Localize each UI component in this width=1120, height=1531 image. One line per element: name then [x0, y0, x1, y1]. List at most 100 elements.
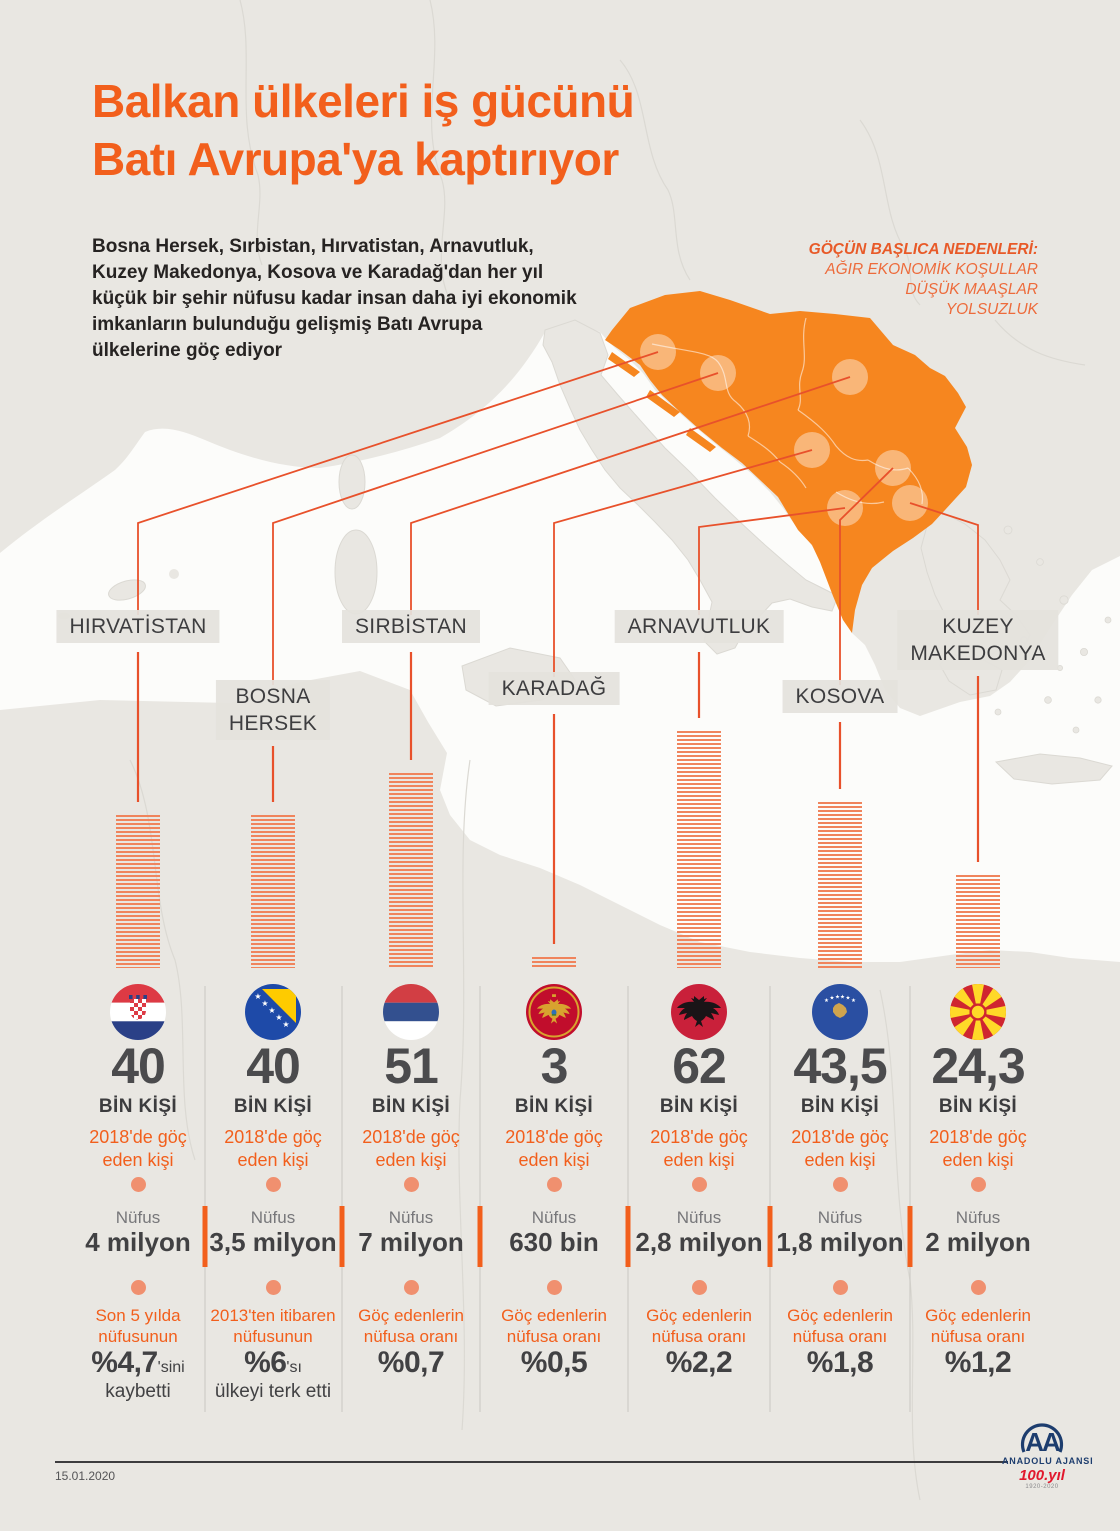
stat-value: %0,7: [377, 1346, 445, 1379]
separator-dot: [832, 1280, 848, 1295]
migrants-unit: BİN KİŞİ: [659, 1096, 739, 1117]
land-island-small-1: [169, 569, 179, 579]
migration-reasons: GÖÇÜN BAŞLICA NEDENLERİ: AĞIR EKONOMİK K…: [809, 240, 1038, 320]
map-label: KOSOVA: [782, 680, 898, 713]
stat-lead: Göç edenlerin nüfusa oranı: [646, 1306, 752, 1346]
svg-text:★: ★: [846, 996, 851, 1002]
stat-lead: Göç edenlerin nüfusa oranı: [358, 1306, 464, 1346]
map-label: HIRVATİSTAN: [56, 610, 220, 643]
migrants-unit: BİN KİŞİ: [98, 1096, 178, 1117]
stat-value: %4,7'sini: [91, 1346, 185, 1379]
svg-text:★: ★: [268, 1006, 275, 1015]
separator-dot: [691, 1177, 707, 1192]
flag-albania: [671, 984, 727, 1040]
stat-value: %1,2: [944, 1346, 1012, 1379]
country-column: 3 BİN KİŞİ 2018'de göç eden kişi Nüfus 6…: [486, 984, 622, 1420]
population-value: 630 bin: [509, 1227, 599, 1257]
separator-dot: [403, 1280, 419, 1295]
migrants-count: 40: [246, 1038, 301, 1094]
svg-text:★: ★: [851, 998, 856, 1004]
migrants-unit: BİN KİŞİ: [938, 1096, 1018, 1117]
land-corsica: [338, 454, 366, 510]
stat-lead: Göç edenlerin nüfusa oranı: [787, 1306, 893, 1346]
callout-line: [553, 449, 813, 677]
map-label: SIRBİSTAN: [342, 610, 480, 643]
migration-bar: [532, 957, 576, 968]
migration-bar: [677, 731, 721, 968]
separator-dot: [970, 1280, 986, 1295]
migrants-count: 24,3: [931, 1038, 1025, 1094]
migrants-caption: 2018'de göç eden kişi: [791, 1127, 889, 1170]
country-column: ★ ★ ★ ★ ★ 40 BİN KİŞİ 2018'de göç eden kişi …: [205, 984, 341, 1420]
flag-croatia: [110, 984, 166, 1040]
land-mallorca: [108, 579, 146, 601]
migrants-caption: 2018'de göç eden kişi: [650, 1127, 748, 1170]
stat-lead: Göç edenlerin nüfusa oranı: [501, 1306, 607, 1346]
separator-dot: [130, 1177, 146, 1192]
intro-text: Bosna Hersek, Sırbistan, Hırvatistan, Ar…: [92, 236, 577, 361]
reason-item: AĞIR EKONOMİK KOŞULLAR: [825, 261, 1038, 278]
flag-bosnia: ★ ★ ★ ★ ★: [245, 984, 301, 1040]
callout-line: [839, 467, 894, 685]
separator-dot: [970, 1177, 986, 1192]
stat-suffix: 'sı: [286, 1359, 302, 1376]
country-column: 51 BİN KİŞİ 2018'de göç eden kişi Nüfus …: [343, 984, 479, 1420]
page-title: Balkan ülkeleri iş gücünü Batı Avrupa'ya…: [92, 75, 635, 185]
svg-text:★: ★: [824, 998, 829, 1004]
migrants-count: 3: [540, 1038, 569, 1094]
population-row-divider: [767, 1206, 773, 1267]
svg-text:★: ★: [282, 1020, 289, 1029]
stat-value: %0,5: [520, 1346, 588, 1379]
population-label: Nüfus: [115, 1208, 161, 1227]
stat-value: %6'sı: [244, 1346, 302, 1379]
migration-bar: [389, 773, 433, 968]
migrants-caption: 2018'de göç eden kişi: [505, 1127, 603, 1170]
migration-bar: [116, 815, 160, 968]
flag-kosovo: ★ ★ ★ ★ ★ ★: [812, 984, 868, 1040]
population-label: Nüfus: [817, 1208, 863, 1227]
map-label: KARADAĞ: [488, 672, 620, 705]
flag-montenegro-icon: [526, 984, 582, 1040]
flag-montenegro: [526, 984, 582, 1040]
migration-bar: [956, 875, 1000, 968]
svg-text:★: ★: [835, 995, 840, 1001]
migrants-count: 40: [111, 1038, 166, 1094]
reason-item: YOLSUZLUK: [945, 301, 1038, 318]
footer-divider: [55, 1461, 1008, 1463]
population-row-divider: [907, 1206, 913, 1267]
migrants-caption: 2018'de göç eden kişi: [362, 1127, 460, 1170]
svg-text:★: ★: [254, 992, 261, 1001]
migrants-caption: 2018'de göç eden kişi: [224, 1127, 322, 1170]
migrants-count: 43,5: [793, 1038, 887, 1094]
population-label: Nüfus: [388, 1208, 434, 1227]
centennial-badge: 100.yıl: [1019, 1467, 1065, 1484]
map-label: KUZEY MAKEDONYA: [897, 610, 1059, 670]
svg-text:★: ★: [830, 996, 835, 1002]
centennial-years: 1920-2020: [1025, 1484, 1059, 1490]
separator-dot: [265, 1280, 281, 1295]
flag-albania-icon: [671, 984, 727, 1040]
migrants-unit: BİN KİŞİ: [371, 1096, 451, 1117]
stat-lead: Göç edenlerin nüfusa oranı: [925, 1306, 1031, 1346]
adriatic-islands: [608, 352, 716, 452]
migrants-caption: 2018'de göç eden kişi: [929, 1127, 1027, 1170]
migrants-count: 51: [384, 1038, 439, 1094]
callout-line: [410, 376, 851, 615]
stat-lead: 2013'ten itibaren nüfusunun: [210, 1306, 336, 1346]
svg-text:AA: AA: [1025, 1427, 1061, 1456]
population-value: 4 milyon: [85, 1227, 191, 1257]
population-value: 3,5 milyon: [209, 1227, 337, 1257]
separator-dot: [265, 1177, 281, 1192]
balkan-region: [605, 291, 972, 633]
population-value: 7 milyon: [358, 1227, 464, 1257]
separator-dot: [130, 1280, 146, 1295]
footer-date: 15.01.2020: [55, 1469, 116, 1483]
svg-text:★: ★: [840, 995, 845, 1001]
population-label: Nüfus: [250, 1208, 296, 1227]
svg-text:★: ★: [261, 999, 268, 1008]
migration-bar: [818, 802, 862, 968]
population-value: 2,8 milyon: [635, 1227, 763, 1257]
reason-item: DÜŞÜK MAAŞLAR: [905, 281, 1038, 298]
